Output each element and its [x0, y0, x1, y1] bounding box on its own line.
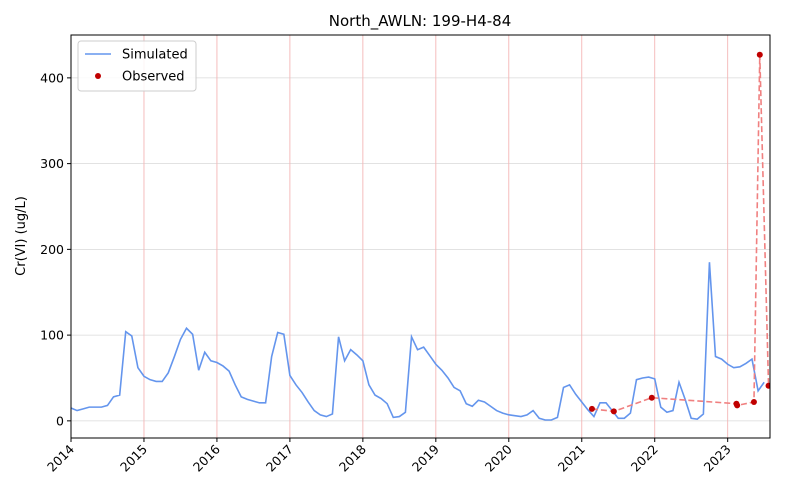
- y-tick-label: 300: [40, 156, 64, 171]
- x-tick-label: 2015: [117, 442, 150, 475]
- observed-point: [734, 402, 741, 409]
- axes-frame: [70, 34, 771, 439]
- x-tick-label: 2020: [482, 441, 515, 474]
- legend-marker: [95, 73, 101, 79]
- y-axis-label: Cr(VI) (ug/L): [14, 196, 29, 276]
- x-tick-label: 2017: [263, 442, 296, 475]
- y-tick-label: 100: [40, 328, 64, 343]
- x-tick-label: 2019: [409, 441, 442, 474]
- legend-label: Simulated: [122, 48, 188, 63]
- x-tick-label: 2014: [44, 441, 77, 474]
- plot-area: [71, 51, 770, 421]
- observed-point: [750, 398, 757, 405]
- observed-point: [588, 405, 595, 412]
- y-tick-label: 400: [40, 70, 64, 85]
- y-tick-label: 200: [40, 242, 64, 257]
- observed-point: [756, 51, 763, 58]
- x-tick-label: 2022: [628, 442, 661, 475]
- y-tick-label: 0: [56, 413, 64, 428]
- simulated-line: [71, 262, 765, 421]
- x-tick-label: 2016: [190, 441, 223, 474]
- observed-point: [765, 382, 770, 389]
- x-tick-label: 2018: [336, 441, 369, 474]
- chart-title: North_AWLN: 199-H4-84: [329, 12, 512, 31]
- observed-point: [610, 408, 617, 415]
- observed-point: [648, 394, 655, 401]
- x-tick-label: 2023: [701, 442, 734, 475]
- legend-label: Observed: [122, 70, 185, 85]
- x-tick-label: 2021: [555, 442, 588, 475]
- observed-line: [591, 54, 770, 413]
